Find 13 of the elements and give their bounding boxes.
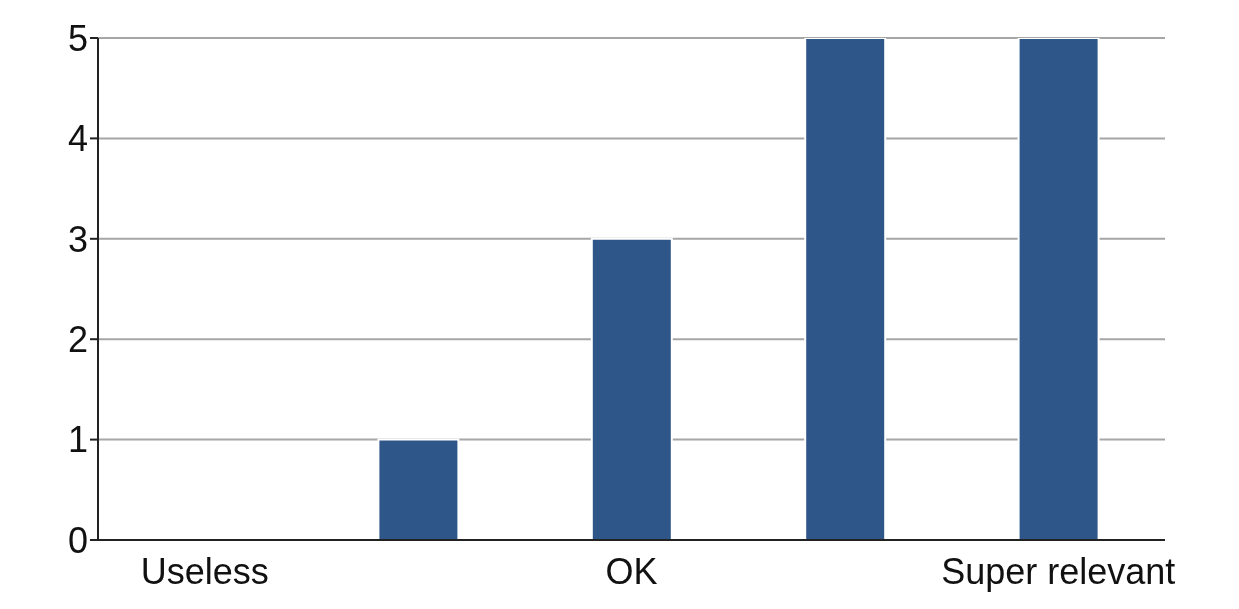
y-tick-label: 5 — [67, 17, 88, 59]
x-tick-label: Super relevant — [941, 550, 1176, 592]
y-tick-label: 3 — [67, 218, 88, 260]
bar — [804, 38, 887, 540]
bar — [1017, 38, 1100, 540]
bar — [590, 237, 673, 540]
y-tick-label: 0 — [67, 519, 88, 561]
bar — [377, 438, 460, 540]
y-tick-label: 4 — [67, 118, 88, 160]
x-tick-label: OK — [605, 550, 658, 592]
y-tick-label: 1 — [67, 419, 88, 461]
x-tick-label: Useless — [140, 550, 269, 592]
y-tick-label: 2 — [67, 318, 88, 360]
